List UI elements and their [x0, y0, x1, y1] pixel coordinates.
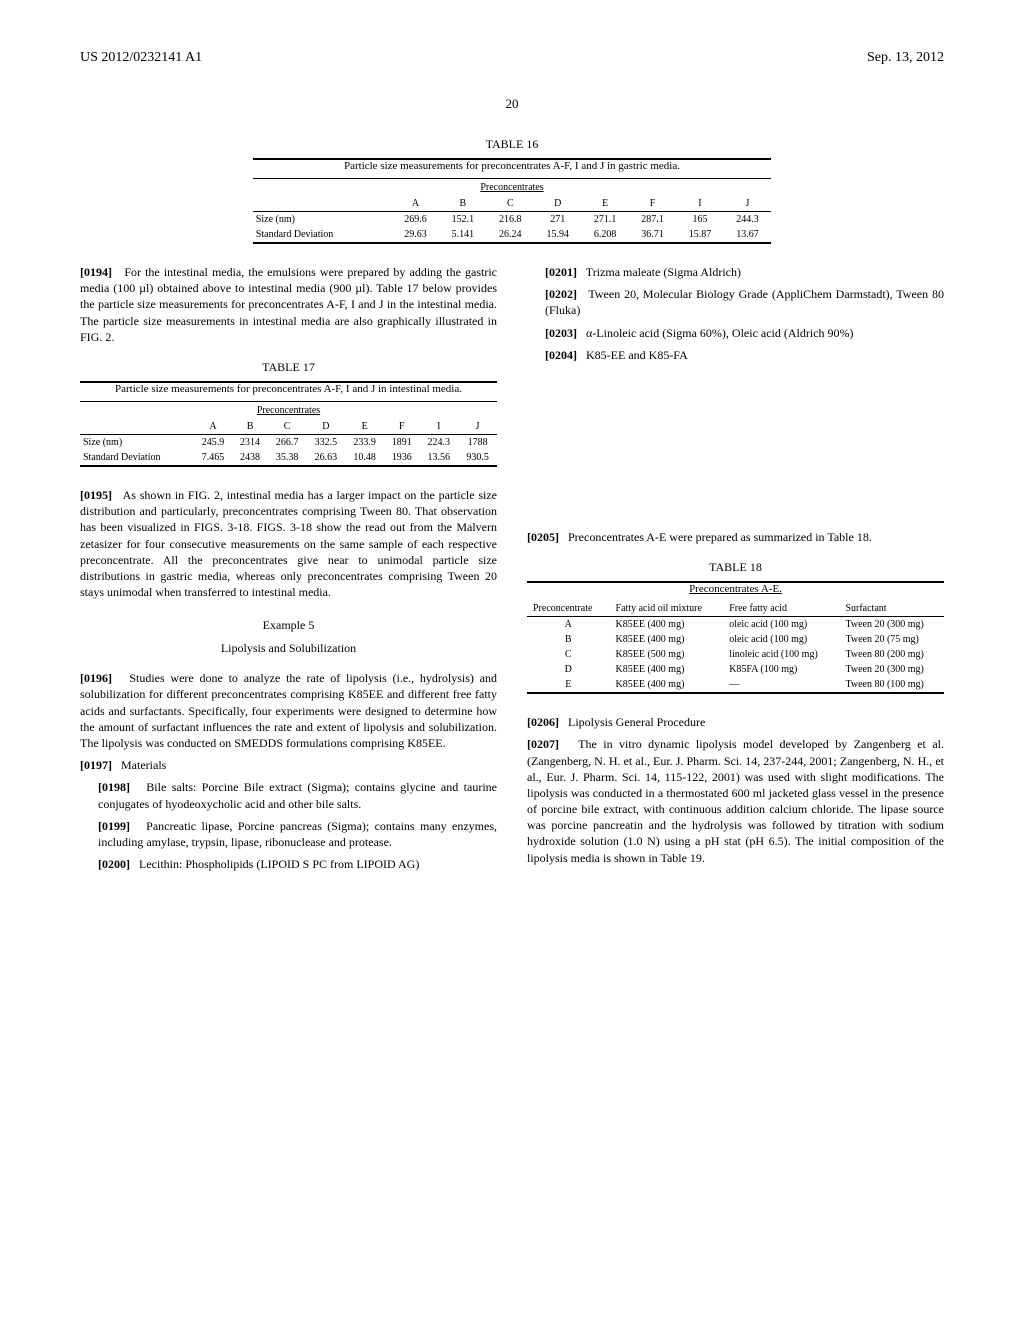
paragraph-0205: [0205] Preconcentrates A-E were prepared…	[527, 529, 944, 545]
table-18-caption: Preconcentrates A-E.	[527, 583, 944, 599]
table-16-caption: Particle size measurements for preconcen…	[253, 160, 771, 176]
table-17: TABLE 17 Particle size measurements for …	[80, 360, 497, 467]
paragraph-0206: [0206] Lipolysis General Procedure	[527, 714, 944, 730]
paragraph-0207: [0207] The in vitro dynamic lipolysis mo…	[527, 736, 944, 866]
paragraph-0199: [0199] Pancreatic lipase, Porcine pancre…	[80, 818, 497, 850]
table-row: A B C D E F I J	[253, 196, 771, 212]
example-label: Example 5	[80, 618, 497, 633]
table-18-label: TABLE 18	[527, 560, 944, 575]
table-row: BK85EE (400 mg)oleic acid (100 mg)Tween …	[527, 632, 944, 647]
example-title: Lipolysis and Solubilization	[80, 641, 497, 656]
paragraph-0203: [0203] α-Linoleic acid (Sigma 60%), Olei…	[527, 325, 944, 341]
paragraph-0202: [0202] Tween 20, Molecular Biology Grade…	[527, 286, 944, 318]
left-column: [0194] For the intestinal media, the emu…	[80, 264, 497, 878]
page-number: 20	[80, 96, 944, 112]
table-row: Standard Deviation 7.465 2438 35.38 26.6…	[80, 450, 497, 465]
table-row: EK85EE (400 mg)—Tween 80 (100 mg)	[527, 677, 944, 692]
paragraph-0196: [0196] Studies were done to analyze the …	[80, 670, 497, 751]
paragraph-0194: [0194] For the intestinal media, the emu…	[80, 264, 497, 345]
table-row: AK85EE (400 mg)oleic acid (100 mg)Tween …	[527, 617, 944, 632]
table-row: A B C D E F I J	[80, 419, 497, 435]
paragraph-0197: [0197] Materials	[80, 757, 497, 773]
table-row: Size (nm) 269.6 152.1 216.8 271 271.1 28…	[253, 212, 771, 227]
paragraph-0200: [0200] Lecithin: Phospholipids (LIPOID S…	[80, 856, 497, 872]
table-row: Preconcentrate Fatty acid oil mixture Fr…	[527, 601, 944, 617]
table-17-caption: Particle size measurements for preconcen…	[80, 383, 497, 399]
table-18-data: Preconcentrate Fatty acid oil mixture Fr…	[527, 601, 944, 692]
paragraph-0195: [0195] As shown in FIG. 2, intestinal me…	[80, 487, 497, 600]
page-header: US 2012/0232141 A1 Sep. 13, 2012	[80, 50, 944, 66]
table-17-label: TABLE 17	[80, 360, 497, 375]
paragraph-0204: [0204] K85-EE and K85-FA	[527, 347, 944, 363]
patent-id: US 2012/0232141 A1	[80, 50, 202, 66]
table-row: Standard Deviation 29.63 5.141 26.24 15.…	[253, 227, 771, 242]
table-row: DK85EE (400 mg)K85FA (100 mg)Tween 20 (3…	[527, 662, 944, 677]
paragraph-0198: [0198] Bile salts: Porcine Bile extract …	[80, 779, 497, 811]
table-17-data: A B C D E F I J Size (nm) 245.9 2314 266…	[80, 419, 497, 465]
table-18: TABLE 18 Preconcentrates A-E. Preconcent…	[527, 560, 944, 694]
pub-date: Sep. 13, 2012	[867, 50, 944, 66]
table-16-data: A B C D E F I J Size (nm) 269.6 152.1 21…	[253, 196, 771, 242]
table-row: CK85EE (500 mg)linoleic acid (100 mg)Twe…	[527, 647, 944, 662]
paragraph-0201: [0201] Trizma maleate (Sigma Aldrich)	[527, 264, 944, 280]
table-16: TABLE 16 Particle size measurements for …	[253, 137, 771, 244]
table-17-group: Preconcentrates	[80, 402, 497, 419]
table-16-group: Preconcentrates	[253, 179, 771, 196]
right-column: [0201] Trizma maleate (Sigma Aldrich) [0…	[527, 264, 944, 878]
table-16-label: TABLE 16	[253, 137, 771, 152]
table-row: Size (nm) 245.9 2314 266.7 332.5 233.9 1…	[80, 435, 497, 450]
